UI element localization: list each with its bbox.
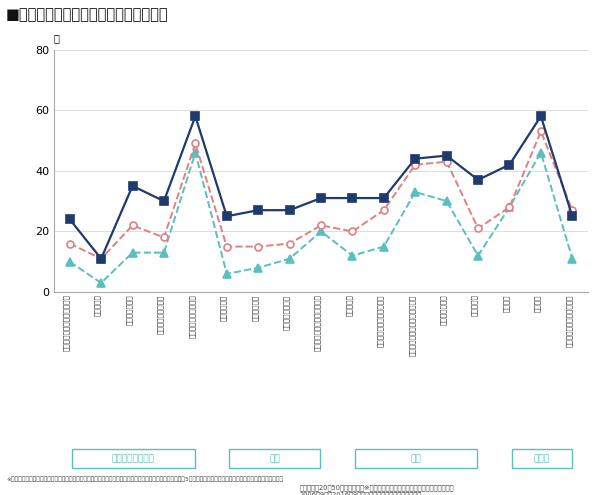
2016年 20～30代夫（196人） xyxy=(569,213,576,219)
2016年 20～30代夫（196人） xyxy=(98,256,105,262)
Text: ％: ％ xyxy=(54,34,60,44)
2016年 20～30代夫（196人） xyxy=(443,152,450,158)
2016年 40・50代夫（439人） xyxy=(569,207,576,213)
2006年 20～30代夫（116人） xyxy=(66,259,73,265)
2016年 20～30代夫（196人） xyxy=(537,113,544,119)
Text: 洗濤: 洗濤 xyxy=(269,454,280,463)
2016年 20～30代夫（196人） xyxy=(286,207,293,213)
2016年 20～30代夫（196人） xyxy=(349,195,356,201)
2016年 20～30代夫（196人） xyxy=(412,156,419,162)
2016年 20～30代夫（196人） xyxy=(317,195,325,201)
Text: 部屋の掃除: 部屋の掃除 xyxy=(346,295,352,316)
Line: 2016年 20～30代夫（196人）: 2016年 20～30代夫（196人） xyxy=(65,112,577,263)
2016年 20～30代夫（196人） xyxy=(380,195,388,201)
2006年 20～30代夫（116人） xyxy=(129,249,136,255)
2006年 20～30代夫（116人） xyxy=(223,271,230,277)
Text: 資産管理: 資産管理 xyxy=(534,295,541,312)
2006年 20～30代夫（116人） xyxy=(98,280,105,286)
2016年 40・50代夫（439人） xyxy=(412,162,419,168)
2016年 40・50代夫（439人） xyxy=(443,159,450,165)
Text: 家族の送迎（病院・学校）: 家族の送迎（病院・学校） xyxy=(566,295,572,347)
Line: 2006年 20～30代夫（116人）: 2006年 20～30代夫（116人） xyxy=(65,148,577,287)
Text: 洗濤物をクリーニングに出す: 洗濤物をクリーニングに出す xyxy=(314,295,321,351)
2006年 20～30代夫（116人） xyxy=(317,229,325,235)
2016年 20～30代夫（196人） xyxy=(192,113,199,119)
2016年 40・50代夫（439人） xyxy=(537,128,544,134)
2016年 40・50代夫（439人） xyxy=(160,235,167,241)
2006年 20～30代夫（116人） xyxy=(412,189,419,195)
Text: 食・キッチン関連: 食・キッチン関連 xyxy=(112,454,155,463)
Text: 浴室のカビ取り: 浴室のカビ取り xyxy=(440,295,446,325)
2016年 20～30代夫（196人） xyxy=(254,207,262,213)
2006年 20～30代夫（116人） xyxy=(160,249,167,255)
2016年 40・50代夫（439人） xyxy=(192,141,199,147)
Text: 首都圈在住20～50代既婚男性　※家事を平日も休日も全くしない既婚男性を除く
2006年9月、2016年9月（花王生活者研究センター調べ）: 首都圈在住20～50代既婚男性 ※家事を平日も休日も全くしない既婚男性を除く 2… xyxy=(300,484,455,495)
Text: 家計管理: 家計管理 xyxy=(503,295,509,312)
2016年 40・50代夫（439人） xyxy=(317,222,325,228)
2006年 20～30代夫（116人） xyxy=(192,149,199,155)
2006年 20～30代夫（116人） xyxy=(349,252,356,258)
2016年 40・50代夫（439人） xyxy=(286,241,293,247)
2016年 40・50代夫（439人） xyxy=(98,256,105,262)
Text: 浴室の掃除（カビ取りを除く）: 浴室の掃除（カビ取りを除く） xyxy=(409,295,415,356)
2016年 20～30代夫（196人） xyxy=(129,183,136,189)
Text: 洗濤物を取り込む: 洗濤物を取り込む xyxy=(283,295,290,330)
2016年 20～30代夫（196人） xyxy=(475,177,482,183)
Text: ※「妻が主担当」「妻が主、自分が一部」「自分が主、妻が一部」「自分が主担当」「その家事をしない」の5択のうち、「自分が主担当」「自分が主、妻が一部」の計: ※「妻が主担当」「妻が主、自分が一部」「自分が主、妻が一部」「自分が主担当」「そ… xyxy=(6,476,283,482)
Line: 2016年 40・50代夫（439人）: 2016年 40・50代夫（439人） xyxy=(66,128,576,262)
2006年 20～30代夫（116人） xyxy=(506,204,513,210)
Text: 食事の後片付け: 食事の後片付け xyxy=(126,295,133,325)
Text: 掃除: 掃除 xyxy=(411,454,422,463)
2016年 40・50代夫（439人） xyxy=(380,207,388,213)
Text: 玄関や家の外まわりの掃除: 玄関や家の外まわりの掃除 xyxy=(377,295,384,347)
2006年 20～30代夫（116人） xyxy=(537,149,544,155)
2006年 20～30代夫（116人） xyxy=(475,252,482,258)
Text: 食料品・日用品などの買い物: 食料品・日用品などの買い物 xyxy=(63,295,70,351)
Text: 調理・炙事: 調理・炙事 xyxy=(95,295,101,316)
2016年 20～30代夫（196人） xyxy=(506,162,513,168)
2006年 20～30代夫（116人） xyxy=(286,256,293,262)
2006年 20～30代夫（116人） xyxy=(569,256,576,262)
Text: トイレ掃除: トイレ掃除 xyxy=(472,295,478,316)
2016年 40・50代夫（439人） xyxy=(66,241,73,247)
2016年 40・50代夫（439人） xyxy=(506,204,513,210)
2016年 40・50代夫（439人） xyxy=(129,222,136,228)
2006年 20～30代夫（116人） xyxy=(254,265,262,271)
2016年 20～30代夫（196人） xyxy=(66,216,73,222)
2006年 20～30代夫（116人） xyxy=(443,198,450,204)
Text: ごみ出し（出すだけ）: ごみ出し（出すだけ） xyxy=(189,295,196,338)
2016年 40・50代夫（439人） xyxy=(223,244,230,249)
2016年 20～30代夫（196人） xyxy=(223,213,230,219)
Text: レンジまわりの掃除: レンジまわりの掃除 xyxy=(157,295,164,334)
Text: ■夫が主に担当している割合（家事別）: ■夫が主に担当している割合（家事別） xyxy=(6,7,169,22)
2016年 40・50代夫（439人） xyxy=(475,225,482,231)
2006年 20～30代夫（116人） xyxy=(380,244,388,249)
2016年 40・50代夫（439人） xyxy=(349,229,356,235)
Text: 洗濤物を干す: 洗濤物を干す xyxy=(251,295,258,321)
2016年 20～30代夫（196人） xyxy=(160,198,167,204)
Text: その他: その他 xyxy=(534,454,550,463)
2016年 40・50代夫（439人） xyxy=(254,244,262,249)
Text: 洗濤物を洗う: 洗濤物を洗う xyxy=(220,295,227,321)
